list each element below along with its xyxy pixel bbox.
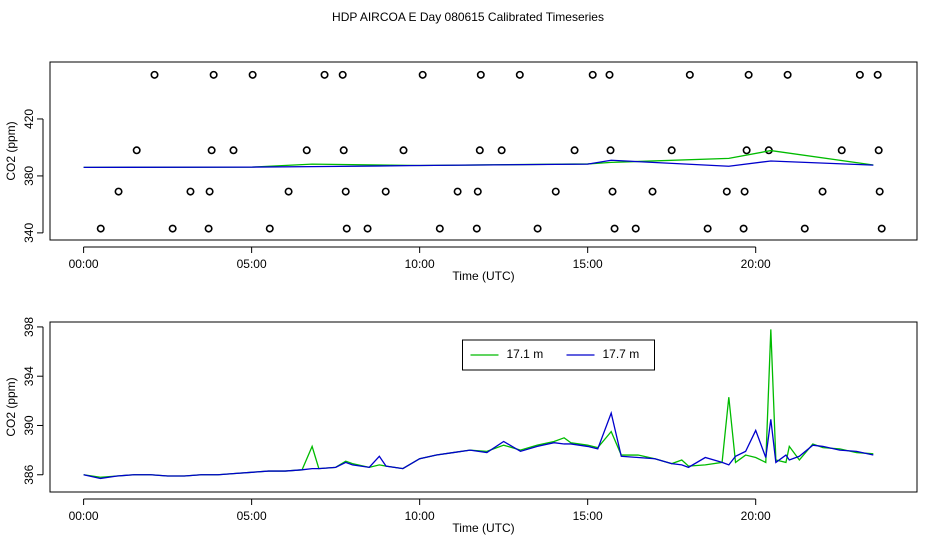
x-axis-label: Time (UTC) bbox=[452, 521, 514, 535]
calibration-point bbox=[341, 187, 350, 196]
calibration-point bbox=[363, 224, 372, 233]
calibration-point bbox=[648, 187, 657, 196]
calibration-point bbox=[476, 70, 485, 79]
calibration-point bbox=[186, 187, 195, 196]
y-tick-label: 420 bbox=[22, 109, 36, 129]
y-tick-label: 386 bbox=[22, 464, 36, 484]
calibration-point bbox=[722, 187, 731, 196]
y-tick-label: 380 bbox=[22, 166, 36, 186]
calibration-point bbox=[533, 224, 542, 233]
x-tick-label: 05:00 bbox=[237, 509, 267, 523]
calibration-point bbox=[631, 224, 640, 233]
calibration-point bbox=[685, 70, 694, 79]
calibration-point bbox=[435, 224, 444, 233]
y-axis-label: CO2 (ppm) bbox=[4, 377, 18, 436]
calibration-point bbox=[381, 187, 390, 196]
y-tick-label: 390 bbox=[22, 415, 36, 435]
calibration-point bbox=[606, 146, 615, 155]
x-tick-label: 20:00 bbox=[741, 509, 771, 523]
calibration-point bbox=[473, 187, 482, 196]
calibration-point bbox=[800, 224, 809, 233]
calibration-point bbox=[248, 70, 257, 79]
calibration-point bbox=[302, 146, 311, 155]
calibration-point bbox=[874, 146, 883, 155]
y-tick-label: 340 bbox=[22, 223, 36, 243]
calibration-point bbox=[744, 70, 753, 79]
calibration-point bbox=[740, 187, 749, 196]
calibration-point bbox=[551, 187, 560, 196]
calibration-point bbox=[453, 187, 462, 196]
calibration-point bbox=[570, 146, 579, 155]
calibration-point bbox=[339, 146, 348, 155]
y-tick-label: 394 bbox=[22, 366, 36, 386]
calibration-point bbox=[837, 146, 846, 155]
calibration-point bbox=[205, 187, 214, 196]
calibration-point bbox=[472, 224, 481, 233]
calibration-point bbox=[338, 70, 347, 79]
calibration-point bbox=[783, 70, 792, 79]
series-line bbox=[83, 159, 874, 169]
calibration-point bbox=[265, 224, 274, 233]
legend-box bbox=[462, 339, 655, 371]
calibration-point bbox=[320, 70, 329, 79]
calibration-point bbox=[818, 187, 827, 196]
legend-label: 17.1 m bbox=[507, 347, 544, 361]
calibration-point bbox=[875, 187, 884, 196]
calibration-point bbox=[739, 224, 748, 233]
plot-frame bbox=[49, 61, 918, 241]
x-axis-label: Time (UTC) bbox=[452, 269, 514, 283]
calibration-point bbox=[742, 146, 751, 155]
calibration-point bbox=[588, 70, 597, 79]
calibration-point bbox=[342, 224, 351, 233]
y-tick-label: 398 bbox=[22, 317, 36, 337]
calibration-point bbox=[475, 146, 484, 155]
calibration-point bbox=[418, 70, 427, 79]
calibration-point bbox=[610, 224, 619, 233]
calibration-point bbox=[703, 224, 712, 233]
calibration-point bbox=[207, 146, 216, 155]
calibration-point bbox=[114, 187, 123, 196]
calibration-point bbox=[873, 70, 882, 79]
calibration-point bbox=[96, 224, 105, 233]
calibration-point bbox=[608, 187, 617, 196]
plot-frame bbox=[49, 321, 918, 493]
calibration-point bbox=[605, 70, 614, 79]
calibration-point bbox=[855, 70, 864, 79]
calibration-point bbox=[667, 146, 676, 155]
series-line bbox=[83, 410, 874, 480]
legend-label: 17.7 m bbox=[603, 347, 640, 361]
calibration-point bbox=[209, 70, 218, 79]
calibration-point bbox=[515, 70, 524, 79]
x-tick-label: 10:00 bbox=[405, 509, 435, 523]
calibration-point bbox=[877, 224, 886, 233]
x-tick-label: 05:00 bbox=[237, 257, 267, 271]
calibration-point bbox=[284, 187, 293, 196]
calibration-point bbox=[132, 146, 141, 155]
x-tick-label: 10:00 bbox=[405, 257, 435, 271]
chart-title: HDP AIRCOA E Day 080615 Calibrated Times… bbox=[332, 10, 604, 24]
x-tick-label: 15:00 bbox=[573, 257, 603, 271]
calibration-point bbox=[399, 146, 408, 155]
x-tick-label: 00:00 bbox=[69, 509, 99, 523]
x-tick-label: 15:00 bbox=[573, 509, 603, 523]
series-line bbox=[83, 329, 874, 478]
calibration-point bbox=[150, 70, 159, 79]
calibration-point bbox=[497, 146, 506, 155]
x-tick-label: 00:00 bbox=[69, 257, 99, 271]
calibration-point bbox=[229, 146, 238, 155]
calibration-point bbox=[204, 224, 213, 233]
x-tick-label: 20:00 bbox=[741, 257, 771, 271]
y-axis-label: CO2 (ppm) bbox=[4, 121, 18, 180]
calibration-point bbox=[168, 224, 177, 233]
